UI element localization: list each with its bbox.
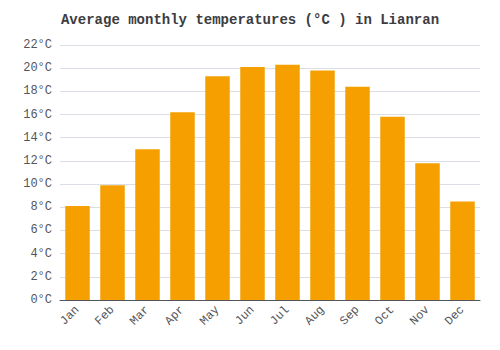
svg-text:Jan: Jan bbox=[57, 303, 82, 328]
svg-text:18°C: 18°C bbox=[23, 84, 52, 98]
svg-text:Jul: Jul bbox=[267, 303, 292, 328]
svg-text:22°C: 22°C bbox=[23, 38, 52, 52]
svg-text:Nov: Nov bbox=[407, 303, 432, 328]
svg-text:Apr: Apr bbox=[162, 303, 187, 328]
svg-text:Average monthly temperatures (: Average monthly temperatures (°C ) in Li… bbox=[61, 12, 439, 28]
svg-text:2°C: 2°C bbox=[30, 270, 52, 284]
svg-text:Dec: Dec bbox=[442, 303, 467, 328]
svg-text:4°C: 4°C bbox=[30, 247, 52, 261]
svg-text:Mar: Mar bbox=[127, 303, 152, 328]
svg-text:Jun: Jun bbox=[232, 303, 257, 328]
svg-text:10°C: 10°C bbox=[23, 177, 52, 191]
svg-text:Sep: Sep bbox=[337, 303, 362, 328]
svg-text:14°C: 14°C bbox=[23, 131, 52, 145]
svg-text:May: May bbox=[197, 303, 222, 328]
svg-text:Aug: Aug bbox=[302, 303, 327, 328]
svg-text:16°C: 16°C bbox=[23, 108, 52, 122]
svg-text:Feb: Feb bbox=[92, 303, 117, 328]
svg-text:8°C: 8°C bbox=[30, 200, 52, 214]
svg-text:Oct: Oct bbox=[372, 303, 397, 328]
svg-text:0°C: 0°C bbox=[30, 293, 52, 307]
svg-text:20°C: 20°C bbox=[23, 61, 52, 75]
svg-text:12°C: 12°C bbox=[23, 154, 52, 168]
svg-text:6°C: 6°C bbox=[30, 223, 52, 237]
